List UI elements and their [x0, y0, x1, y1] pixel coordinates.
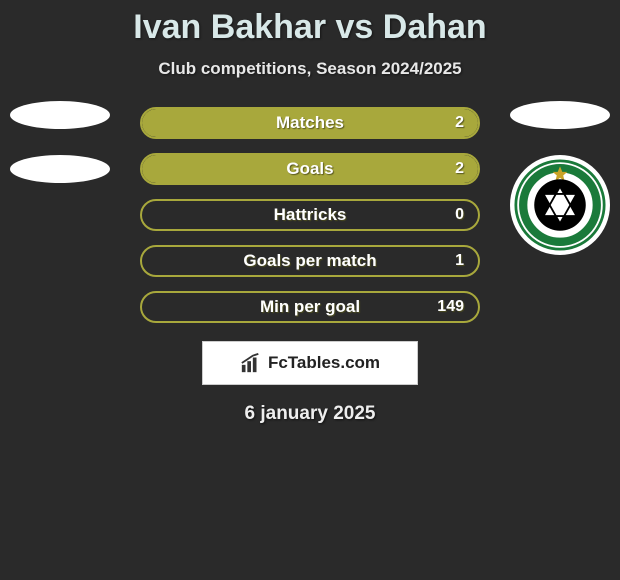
- stat-row: Goals per match1: [140, 245, 480, 277]
- club-crest-icon: [514, 159, 606, 251]
- stat-row: Hattricks0: [140, 199, 480, 231]
- stat-label: Min per goal: [142, 293, 478, 321]
- stat-row: Matches2: [140, 107, 480, 139]
- player-flag-left-2: [10, 155, 110, 183]
- player-flag-left-1: [10, 101, 110, 129]
- stat-value: 0: [455, 201, 464, 229]
- stat-value: 1: [455, 247, 464, 275]
- stat-label: Goals per match: [142, 247, 478, 275]
- bar-chart-icon: [240, 352, 262, 374]
- stat-label: Matches: [142, 109, 478, 137]
- stats-section: Matches2Goals2Hattricks0Goals per match1…: [0, 107, 620, 425]
- stat-label: Goals: [142, 155, 478, 183]
- subtitle: Club competitions, Season 2024/2025: [0, 59, 620, 79]
- stat-value: 2: [455, 109, 464, 137]
- right-player-badges: [510, 101, 610, 255]
- stat-row: Goals2: [140, 153, 480, 185]
- date-label: 6 january 2025: [0, 403, 620, 425]
- source-logo-text: FcTables.com: [268, 353, 380, 373]
- stat-row: Min per goal149: [140, 291, 480, 323]
- stat-label: Hattricks: [142, 201, 478, 229]
- stat-value: 149: [437, 293, 464, 321]
- left-player-badges: [10, 101, 110, 209]
- page-title: Ivan Bakhar vs Dahan: [0, 8, 620, 47]
- stat-value: 2: [455, 155, 464, 183]
- source-logo[interactable]: FcTables.com: [202, 341, 418, 385]
- club-badge: [510, 155, 610, 255]
- player-flag-right: [510, 101, 610, 129]
- comparison-card: Ivan Bakhar vs Dahan Club competitions, …: [0, 0, 620, 425]
